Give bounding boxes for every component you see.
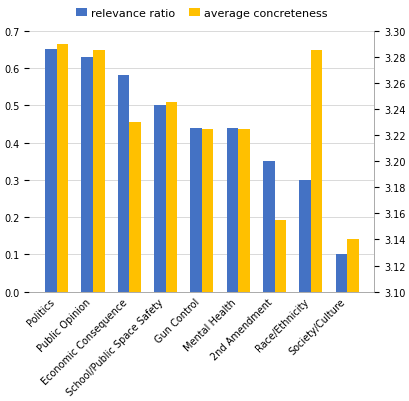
- Bar: [129, 123, 141, 292]
- Bar: [262, 162, 274, 292]
- Bar: [346, 240, 358, 292]
- Bar: [190, 128, 201, 292]
- Bar: [201, 129, 213, 292]
- Legend: relevance ratio, average concreteness: relevance ratio, average concreteness: [71, 5, 332, 24]
- Bar: [56, 45, 68, 292]
- Bar: [226, 128, 238, 292]
- Bar: [93, 51, 104, 292]
- Bar: [310, 51, 322, 292]
- Bar: [335, 255, 346, 292]
- Bar: [153, 106, 165, 292]
- Bar: [81, 58, 93, 292]
- Bar: [45, 50, 56, 292]
- Bar: [117, 76, 129, 292]
- Bar: [238, 129, 249, 292]
- Bar: [165, 103, 177, 292]
- Bar: [299, 180, 310, 292]
- Bar: [274, 220, 285, 292]
